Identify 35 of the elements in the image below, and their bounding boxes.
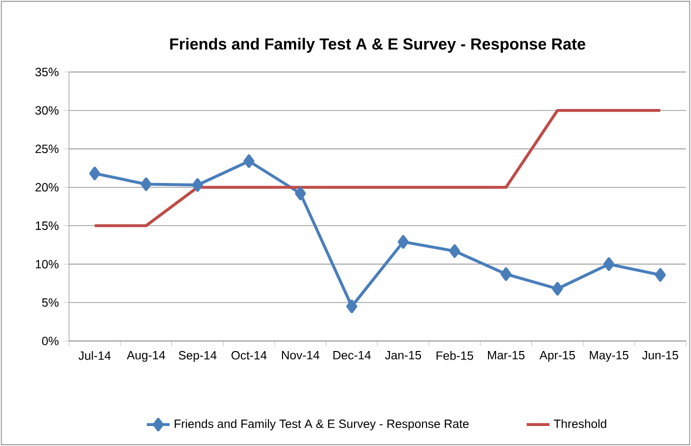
point xyxy=(500,267,512,281)
x-tick-label: Nov-14 xyxy=(282,351,320,360)
point xyxy=(449,244,460,258)
point xyxy=(243,154,254,168)
point xyxy=(140,177,152,192)
x-tick-label: Feb-15 xyxy=(436,351,474,360)
x-tick-label: Jun-15 xyxy=(642,351,678,360)
x-tick-label: Mar-15 xyxy=(488,351,525,360)
x-tick-label: May-15 xyxy=(590,351,628,362)
x-tick-label: Jan-15 xyxy=(385,351,422,360)
y-tick-label: 30% xyxy=(35,106,59,115)
point xyxy=(192,178,204,192)
point xyxy=(552,282,563,296)
legend-label: Friends and Family Test A & E Survey - Response Rate xyxy=(174,419,469,430)
point xyxy=(346,300,358,314)
chart-title: Friends and Family Test A & E Survey - Response Rate xyxy=(170,38,586,53)
y-tick-label: 15% xyxy=(36,221,59,230)
x-tick-label: Aug-14 xyxy=(126,351,166,362)
y-tick-label: 10% xyxy=(36,260,59,268)
point xyxy=(654,268,666,282)
point xyxy=(89,166,100,180)
y-tick-label: 5% xyxy=(42,298,59,307)
point xyxy=(294,186,306,200)
point xyxy=(398,235,409,249)
legend-label: Threshold xyxy=(554,419,606,428)
y-tick-label: 25% xyxy=(36,144,59,154)
y-tick-label: 20% xyxy=(36,183,59,192)
x-tick-label: Apr-15 xyxy=(539,351,575,362)
point xyxy=(603,257,614,271)
y-tick-label: 0% xyxy=(42,336,59,346)
y-tick-label: 35% xyxy=(35,68,59,76)
x-tick-label: Sep-14 xyxy=(178,351,217,362)
x-tick-label: Jul-14 xyxy=(78,351,111,360)
x-tick-label: Dec-14 xyxy=(333,351,371,360)
x-tick-label: Oct-14 xyxy=(232,351,267,360)
